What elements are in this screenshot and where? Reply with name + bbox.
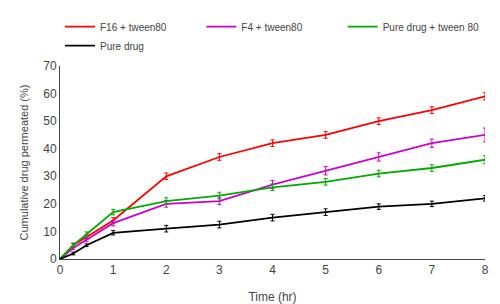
- svg-text:Cumulative drug permeated (%): Cumulative drug permeated (%): [18, 85, 30, 241]
- svg-text:2: 2: [163, 263, 170, 277]
- svg-text:60: 60: [43, 87, 57, 101]
- svg-text:6: 6: [375, 263, 382, 277]
- svg-text:7: 7: [429, 263, 436, 277]
- svg-text:Pure drug: Pure drug: [100, 41, 144, 52]
- svg-text:20: 20: [43, 197, 57, 211]
- svg-text:1: 1: [110, 263, 117, 277]
- svg-text:50: 50: [43, 114, 57, 128]
- svg-text:0: 0: [50, 252, 57, 266]
- svg-text:10: 10: [43, 225, 57, 239]
- svg-text:F16 + tween80: F16 + tween80: [100, 22, 167, 33]
- svg-text:Time (hr): Time (hr): [248, 290, 296, 304]
- svg-text:70: 70: [43, 59, 57, 73]
- svg-text:3: 3: [216, 263, 223, 277]
- svg-text:8: 8: [482, 263, 489, 277]
- svg-text:30: 30: [43, 169, 57, 183]
- svg-text:F4 + tween80: F4 + tween80: [241, 22, 302, 33]
- svg-text:5: 5: [322, 263, 329, 277]
- svg-text:0: 0: [57, 263, 64, 277]
- svg-text:Pure drug + tween 80: Pure drug + tween 80: [383, 22, 479, 33]
- svg-text:40: 40: [43, 142, 57, 156]
- svg-text:4: 4: [269, 263, 276, 277]
